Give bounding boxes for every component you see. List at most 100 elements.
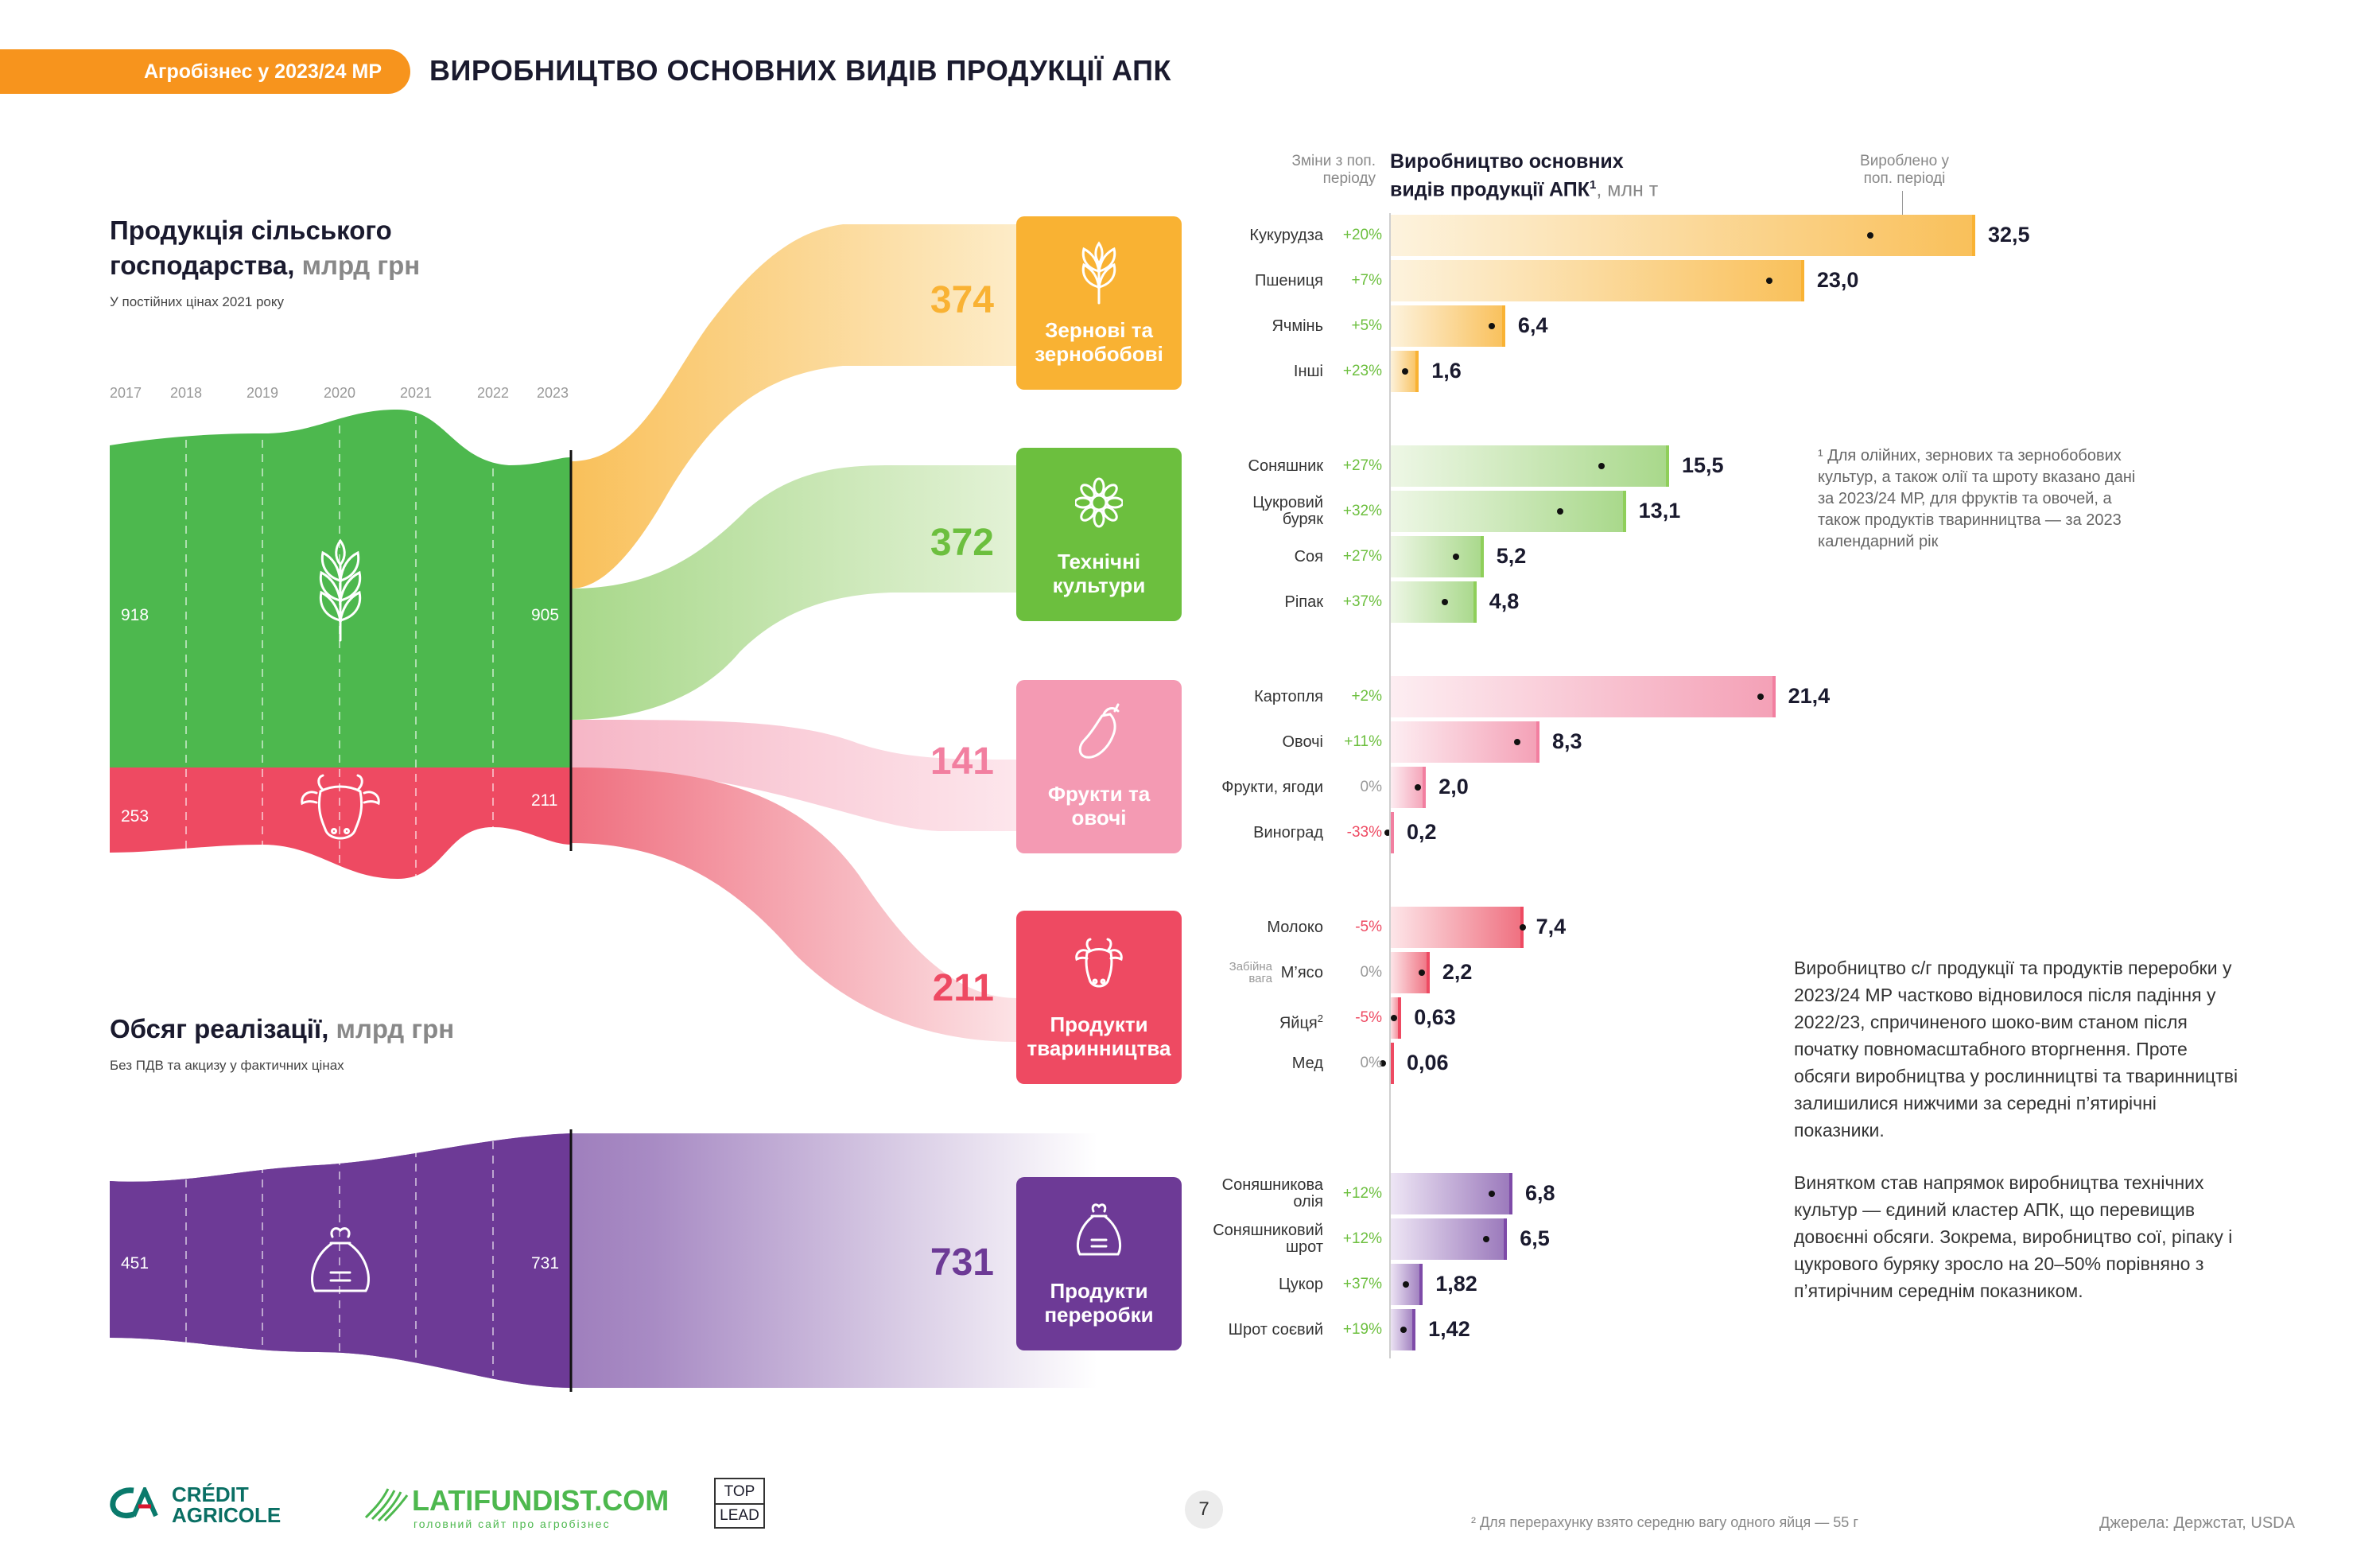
bar-label-line: Цукровий	[1252, 494, 1323, 511]
bar	[1390, 305, 1505, 347]
bar-end	[1772, 676, 1776, 717]
prev-period-header: Вироблено у поп. періоді	[1860, 153, 1949, 187]
latifundist-name: LATIFUNDIST.COM	[412, 1484, 670, 1517]
bar-label: Овочі	[1185, 733, 1323, 751]
prev-dot	[1757, 694, 1764, 700]
bar-change: +32%	[1342, 503, 1382, 519]
bar	[1390, 215, 1975, 256]
bar	[1390, 907, 1524, 948]
bar-end	[1508, 1173, 1512, 1214]
prev-dot	[1418, 970, 1425, 976]
sales-note: Без ПДВ та акцизу у фактичних цінах	[110, 1058, 344, 1073]
bar-label: Шрот соєвий	[1185, 1320, 1323, 1339]
paragraph-1: Виробництво с/г продукції та продуктів п…	[1794, 958, 2238, 1140]
sack-icon	[311, 1227, 370, 1292]
livestock-start-value: 253	[121, 807, 149, 826]
production-note: У постійних цінах 2021 року	[110, 294, 285, 309]
bar	[1390, 952, 1430, 993]
bar-value: 6,5	[1520, 1226, 1550, 1250]
bar-end	[1536, 721, 1539, 763]
bar-change: +37%	[1342, 1276, 1382, 1292]
bar-label-line: Соняшникова	[1221, 1176, 1323, 1194]
bar-label-line: Пшениця	[1254, 271, 1323, 289]
prev-dot	[1557, 508, 1564, 515]
flow-technical	[571, 465, 1018, 720]
bar-end	[1426, 952, 1430, 993]
bar-end	[1972, 215, 1975, 256]
prev-dot	[1765, 278, 1772, 284]
bar-value: 1,6	[1431, 359, 1462, 383]
bar-label-line: Яйця2	[1279, 1012, 1323, 1032]
credit-agricole-line2: AGRICOLE	[172, 1503, 281, 1527]
bar-label: Соняшникова олія	[1185, 1177, 1323, 1210]
bar-change: +27%	[1342, 548, 1382, 565]
bar-value: 7,4	[1536, 915, 1567, 938]
bar	[1390, 1173, 1512, 1214]
bar-label-line: Картопля	[1254, 687, 1323, 705]
bar-label-line: Мед	[1291, 1054, 1323, 1072]
prev-dot	[1415, 784, 1422, 791]
bar-label-line: Шрот соєвий	[1228, 1320, 1323, 1339]
footnote-2: ² Для перерахунку взято середню вагу одн…	[1471, 1514, 1858, 1530]
card-label: культури	[1052, 573, 1146, 597]
bar-change: +7%	[1351, 272, 1382, 289]
page-title: ВИРОБНИЦТВО ОСНОВНИХ ВИДІВ ПРОДУКЦІЇ АПК	[429, 54, 1171, 87]
bar-end	[1391, 812, 1394, 853]
bar-change: +12%	[1342, 1230, 1382, 1247]
paragraph-2: Винятком став напрямок виробництва техні…	[1794, 1172, 2233, 1301]
flow-graphic	[110, 224, 1097, 1392]
cow-icon	[301, 774, 380, 840]
bar-value: 2,2	[1442, 960, 1473, 984]
bar-label: Соя	[1185, 548, 1323, 565]
sack-icon	[1076, 1203, 1122, 1256]
bar-end	[1501, 305, 1505, 347]
prev-dot	[1489, 323, 1496, 329]
card-label: Продукти	[1050, 1012, 1148, 1036]
bar-label-note-line: Забійна	[1229, 960, 1272, 973]
bar-label-line: М’ясо	[1280, 963, 1323, 981]
bar-change: -5%	[1355, 919, 1382, 935]
card-fruits: Фрукти та овочі	[1016, 680, 1182, 853]
bar-end	[1419, 1264, 1423, 1305]
prev-dot	[1866, 232, 1873, 239]
crop-start-value: 918	[121, 606, 149, 624]
bar-change: +37%	[1342, 593, 1382, 610]
prev-dot	[1403, 1281, 1410, 1288]
bar-value: 2,0	[1438, 775, 1469, 799]
card-label: Продукти	[1050, 1279, 1148, 1303]
bar-value: 32,5	[1988, 223, 2030, 247]
bar-label: Інші	[1185, 363, 1323, 380]
card-label: овочі	[1071, 806, 1127, 830]
card-label: зернобобові	[1035, 342, 1163, 366]
bar-end	[1800, 260, 1804, 301]
bar-value: 1,82	[1435, 1272, 1477, 1296]
bar	[1390, 721, 1539, 763]
wheat-icon	[1081, 241, 1116, 305]
prev-dot	[1400, 1327, 1407, 1333]
bar	[1390, 1309, 1416, 1350]
bar-label: Соняшник	[1185, 457, 1323, 475]
bar-end	[1520, 907, 1524, 948]
flow-value-grain: 374	[930, 279, 994, 321]
bar-change: +19%	[1342, 1321, 1382, 1338]
cow-icon	[1075, 938, 1123, 988]
bar-label-line: Ріпак	[1284, 593, 1324, 611]
bar-end	[1504, 1218, 1508, 1260]
card-technical: Технічні культури	[1016, 448, 1182, 621]
livestock-end-value: 211	[531, 791, 558, 810]
flow-grain	[571, 224, 1018, 589]
card-livestock: Продукти тваринництва	[1016, 911, 1182, 1084]
bar	[1390, 997, 1402, 1039]
bar-change: +20%	[1342, 227, 1382, 243]
bar-value: 0,63	[1414, 1005, 1456, 1029]
prev-dot	[1489, 1191, 1496, 1197]
bar-label-line: буряк	[1282, 511, 1323, 528]
card-label: Зернові та	[1045, 318, 1153, 342]
card-label: Фрукти та	[1047, 782, 1151, 806]
bar-label: Соняшниковий шрот	[1185, 1222, 1323, 1256]
prev-dot	[1390, 1015, 1397, 1021]
year-label: 2021	[400, 385, 433, 401]
latifundist-icon	[364, 1488, 409, 1522]
bar-change: +12%	[1342, 1185, 1382, 1202]
bar-label-line: Соняшниковий	[1213, 1222, 1323, 1239]
